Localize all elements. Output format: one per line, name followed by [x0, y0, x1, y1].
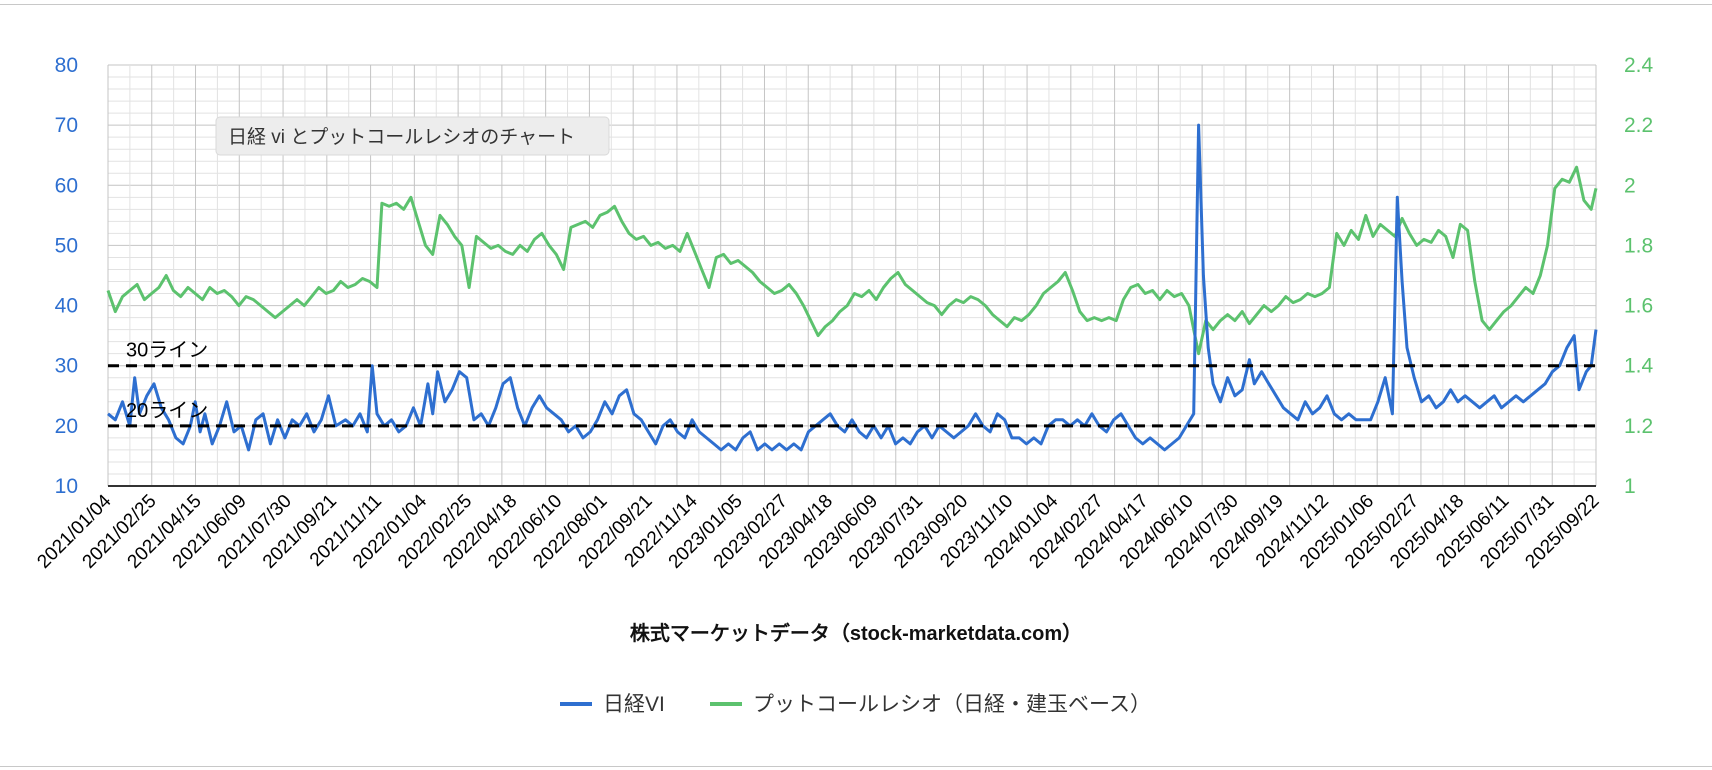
left-tick-label: 40 — [55, 295, 78, 318]
right-tick-label: 2 — [1624, 174, 1636, 197]
reference-lines: 30ライン 20ライン — [108, 340, 1596, 428]
left-axis-ticks: 80 70 60 50 40 30 20 10 — [55, 54, 78, 498]
title-box-bg — [215, 116, 610, 156]
bottom-divider — [0, 766, 1712, 767]
left-tick-label: 30 — [55, 355, 78, 378]
right-tick-label: 2.4 — [1624, 54, 1654, 77]
grid — [107, 64, 1597, 487]
x-axis-ticks: 2021/01/042021/02/252021/04/152021/06/09… — [33, 490, 1603, 572]
right-tick-label: 1.4 — [1624, 355, 1654, 378]
reference-label-30: 30ライン — [126, 340, 208, 362]
left-tick-label: 70 — [55, 114, 78, 137]
left-tick-label: 80 — [55, 54, 78, 77]
left-tick-label: 50 — [55, 234, 78, 257]
legend-item-put-call-ratio[interactable]: プットコールレシオ（日経・建玉ベース） — [710, 693, 1151, 716]
legend-label-put-call-ratio: プットコールレシオ（日経・建玉ベース） — [753, 693, 1151, 716]
top-divider — [0, 4, 1712, 5]
right-axis-ticks: 2.4 2.2 2 1.8 1.6 1.4 1.2 1 — [1624, 54, 1654, 498]
chart-title: 日経 vi とプットコールレシオのチャート — [228, 126, 575, 148]
right-tick-label: 1.6 — [1624, 295, 1653, 318]
left-tick-label: 10 — [55, 475, 78, 498]
reference-label-20: 20ライン — [126, 400, 208, 422]
right-tick-label: 1.2 — [1624, 415, 1653, 438]
x-axis-label: 株式マーケットデータ（stock-marketdata.com） — [630, 621, 1082, 645]
right-tick-label: 2.2 — [1624, 114, 1653, 137]
legend[interactable]: 日経VI プットコールレシオ（日経・建玉ベース） — [560, 693, 1151, 716]
title-box: 日経 vi とプットコールレシオのチャート — [215, 116, 610, 156]
left-tick-label: 20 — [55, 415, 78, 438]
right-tick-label: 1.8 — [1624, 234, 1653, 257]
left-tick-label: 60 — [55, 174, 78, 197]
series-line-put-call-ratio — [106, 165, 1598, 356]
legend-item-nikkei-vi[interactable]: 日経VI — [560, 693, 665, 716]
legend-label-nikkei-vi: 日経VI — [603, 693, 665, 716]
right-tick-label: 1 — [1624, 475, 1636, 498]
